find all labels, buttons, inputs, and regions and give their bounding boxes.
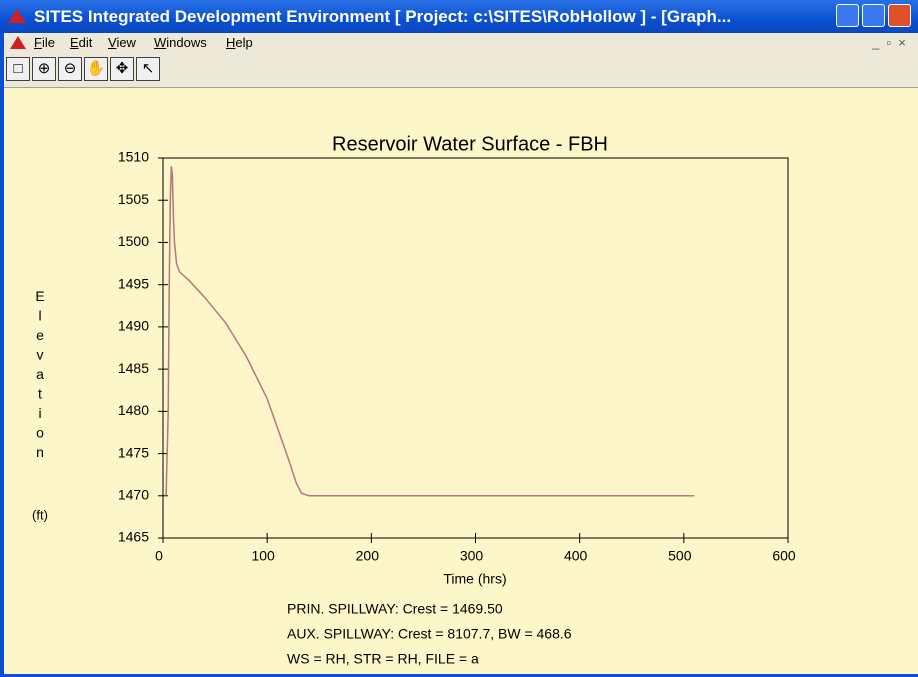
- y-tick-label: 1465: [118, 529, 149, 545]
- minimize-button[interactable]: [836, 4, 859, 27]
- title-bar: SITES Integrated Development Environment…: [0, 0, 918, 33]
- tool-pan[interactable]: ✋: [84, 57, 108, 81]
- x-tick-label: 200: [356, 548, 380, 564]
- x-tick-label: 500: [668, 548, 692, 564]
- x-tick-label: 400: [564, 548, 588, 564]
- x-tick-label: 300: [460, 548, 484, 564]
- window-border: [0, 33, 4, 677]
- x-tick-label: 100: [251, 548, 275, 564]
- menu-item[interactable]: View: [108, 35, 136, 50]
- y-tick-label: 1470: [118, 486, 149, 502]
- mdi-buttons[interactable]: _ ▫ ×: [872, 35, 906, 50]
- tool-box[interactable]: □: [6, 57, 30, 81]
- menu-item[interactable]: File: [34, 35, 55, 50]
- y-tick-label: 1505: [118, 191, 149, 207]
- tool-zoom-in[interactable]: ⊕: [32, 57, 56, 81]
- maximize-button[interactable]: [862, 4, 885, 27]
- y-tick-label: 1495: [118, 275, 149, 291]
- tool-pointer[interactable]: ↖: [136, 57, 160, 81]
- annotation: PRIN. SPILLWAY: Crest = 1469.50: [287, 601, 503, 617]
- plot-frame: [162, 157, 789, 539]
- tool-move[interactable]: ✥: [110, 57, 134, 81]
- y-tick-label: 1480: [118, 402, 149, 418]
- window-title: SITES Integrated Development Environment…: [34, 7, 732, 26]
- menu-item[interactable]: Windows: [154, 35, 207, 50]
- data-line: [165, 166, 695, 497]
- toolbar: □ ⊕ ⊖ ✋ ✥ ↖: [4, 53, 918, 88]
- annotation: AUX. SPILLWAY: Crest = 8107.7, BW = 468.…: [287, 626, 572, 642]
- menu-item[interactable]: Edit: [70, 35, 93, 50]
- menu-bar: File Edit View Windows Help _ ▫ ×: [4, 33, 918, 53]
- y-axis-unit: (ft): [32, 507, 48, 522]
- y-tick-label: 1500: [118, 233, 149, 249]
- annotation: WS = RH, STR = RH, FILE = a: [287, 651, 479, 667]
- x-tick-label: 600: [772, 548, 796, 564]
- x-axis-label: Time (hrs): [443, 571, 506, 587]
- menu-item[interactable]: Help: [226, 35, 253, 50]
- window-border: [0, 674, 918, 677]
- tool-zoom-out[interactable]: ⊖: [58, 57, 82, 81]
- y-tick-label: 1510: [118, 149, 149, 165]
- y-tick-label: 1475: [118, 444, 149, 460]
- y-tick-label: 1485: [118, 360, 149, 376]
- close-button[interactable]: [888, 4, 911, 27]
- y-tick-label: 1490: [118, 318, 149, 334]
- x-tick-label: 0: [155, 548, 163, 564]
- chart-title: Reservoir Water Surface - FBH: [332, 133, 608, 155]
